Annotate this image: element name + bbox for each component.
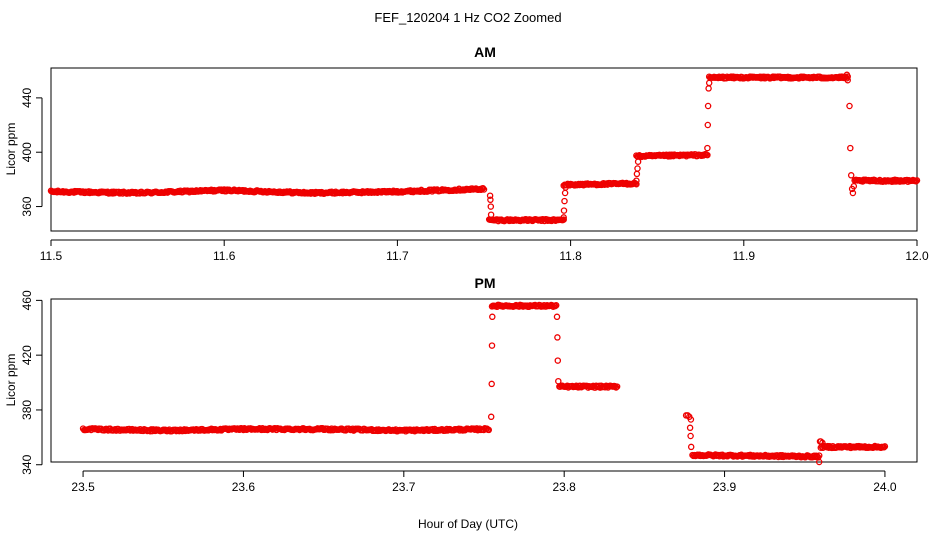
panel-title-am: AM — [474, 44, 496, 60]
data-point — [687, 443, 695, 451]
data-point — [815, 458, 823, 466]
data-point — [562, 184, 569, 191]
y-axis-label-am: Licor ppm — [4, 123, 18, 176]
data-point — [704, 121, 712, 129]
y-tick-label: 340 — [20, 454, 34, 474]
data-point — [561, 189, 569, 197]
x-tick-label: 23.5 — [71, 480, 95, 494]
data-point — [555, 377, 562, 385]
data-point — [633, 177, 640, 184]
data-point — [560, 207, 568, 214]
data-point — [560, 214, 567, 221]
x-tick-label: 23.9 — [713, 480, 737, 494]
x-tick-label: 23.6 — [232, 480, 256, 494]
data-point — [554, 334, 561, 341]
x-tick-label: 11.5 — [40, 249, 63, 263]
ticks-pm: 23.5 23.6 23.7 23.8 23.9 24.0 340 380 420 460 — [20, 290, 897, 494]
data-point — [849, 189, 857, 197]
panel-pm: PM Licor ppm 23.5 23.6 23.7 23.8 23.9 24.0 340… — [4, 275, 918, 494]
y-tick-label: 400 — [20, 142, 34, 162]
x-tick-label: 12.0 — [905, 249, 929, 263]
y-tick-label: 360 — [20, 196, 34, 216]
data-point — [560, 216, 567, 223]
data-point — [847, 172, 855, 179]
plot-frame-pm — [50, 298, 918, 463]
data-point — [488, 380, 495, 388]
panel-title-pm: PM — [475, 275, 496, 291]
x-tick-label: 11.8 — [559, 249, 582, 263]
data-point — [489, 313, 496, 321]
y-tick-label: 420 — [20, 345, 34, 365]
data-points-pm — [79, 301, 889, 466]
figure-title: FEF_120204 1 Hz CO2 Zoomed — [374, 10, 561, 25]
data-point — [850, 182, 858, 190]
x-tick-label: 11.9 — [733, 249, 756, 263]
data-point — [487, 413, 495, 421]
data-point — [684, 412, 691, 419]
data-point — [633, 180, 640, 188]
data-point — [705, 85, 712, 92]
y-tick-label: 460 — [20, 290, 34, 310]
data-point — [881, 443, 889, 450]
data-point — [704, 144, 711, 152]
x-tick-label: 11.7 — [386, 249, 409, 263]
data-point — [687, 416, 695, 423]
data-point — [819, 439, 826, 447]
data-point — [880, 444, 888, 451]
data-point — [485, 426, 493, 434]
data-point — [815, 452, 823, 459]
data-point — [687, 432, 694, 440]
plot-frame-am — [50, 67, 918, 232]
ticks-am: 11.5 11.6 11.7 11.8 11.9 12.0 360 400 440 — [20, 88, 929, 263]
data-point — [487, 196, 494, 204]
data-point — [912, 178, 920, 185]
data-point — [487, 211, 495, 218]
y-tick-label: 440 — [20, 88, 34, 108]
y-tick-label: 380 — [20, 400, 34, 420]
data-point — [844, 76, 851, 84]
x-tick-label: 23.7 — [392, 480, 416, 494]
panel-am: AM Licor ppm 11.5 11.6 11.7 11.8 11.9 12.0 360… — [4, 44, 929, 263]
data-point — [552, 302, 560, 309]
data-point — [846, 102, 853, 110]
x-tick-label: 24.0 — [873, 480, 897, 494]
data-point — [634, 158, 642, 165]
data-point — [486, 192, 494, 199]
data-point — [553, 313, 561, 321]
x-tick-label: 23.8 — [553, 480, 577, 494]
data-point — [487, 203, 495, 210]
data-point — [705, 79, 713, 87]
data-point — [913, 177, 921, 184]
data-point — [613, 383, 621, 390]
data-point — [633, 170, 641, 178]
data-point — [488, 342, 496, 349]
data-point — [847, 144, 854, 152]
y-axis-label-pm: Licor ppm — [4, 354, 18, 407]
data-points-am — [47, 71, 921, 225]
data-point — [479, 185, 487, 192]
data-point — [480, 186, 488, 193]
data-point — [561, 197, 568, 205]
data-point — [612, 384, 620, 391]
x-tick-label: 11.6 — [213, 249, 236, 263]
data-point — [686, 424, 694, 432]
x-axis-label: Hour of Day (UTC) — [418, 517, 518, 531]
data-point — [817, 438, 825, 445]
data-point — [634, 165, 641, 172]
data-point — [704, 102, 712, 110]
data-point — [704, 151, 711, 159]
data-point — [554, 357, 562, 364]
